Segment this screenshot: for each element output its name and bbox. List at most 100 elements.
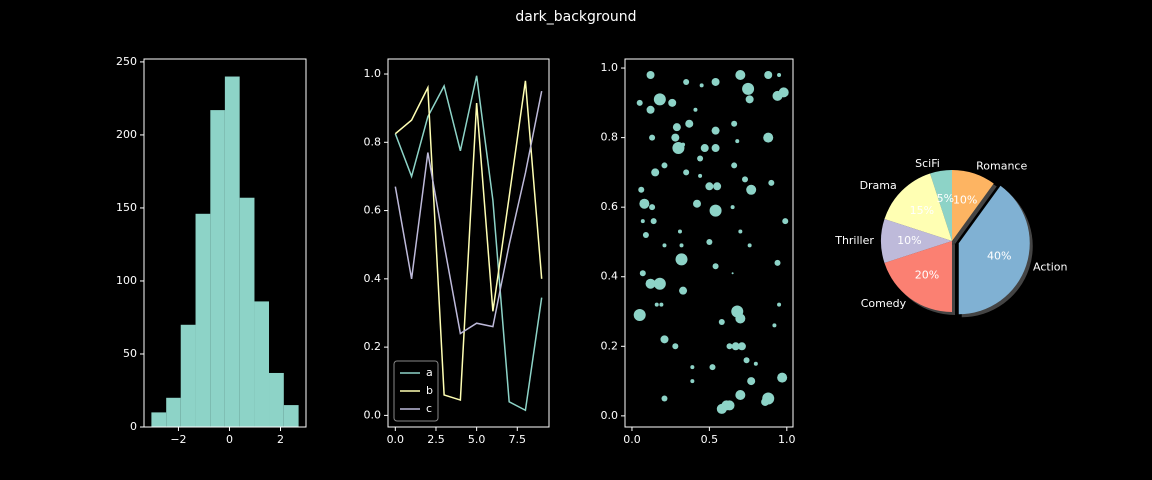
pie-pct-label: 10%	[953, 193, 977, 206]
scatter-point	[738, 229, 743, 234]
scatter-point	[690, 365, 695, 370]
x-tick-label: 0.5	[701, 433, 719, 446]
scatter-point	[642, 232, 649, 238]
scatter-point	[671, 133, 680, 142]
scatter-point	[640, 219, 645, 224]
pie-label: Action	[1033, 260, 1067, 273]
scatter-point	[782, 218, 789, 225]
pie-label: Comedy	[861, 297, 907, 310]
spines	[143, 58, 307, 428]
axes-frame: 0.0 2.5 5.0 7.5 0.0 0.2 0.4 0.6 0.8 1.0 abc	[364, 58, 550, 446]
scatter-point	[716, 403, 727, 414]
y-tick-label: 150	[116, 201, 137, 214]
plot-area	[633, 70, 789, 414]
line-series	[394, 75, 543, 412]
scatter-point	[661, 395, 668, 402]
scatter-point	[742, 176, 748, 183]
hist-bar	[210, 110, 225, 427]
spines	[387, 58, 550, 428]
scatter-point	[735, 390, 746, 400]
scatter-point	[705, 182, 714, 191]
figure-title: dark_background	[515, 9, 636, 25]
scatter-point	[672, 123, 681, 132]
pie-wedge	[930, 170, 952, 241]
scatter-point	[711, 144, 720, 153]
scatter-point	[735, 70, 746, 80]
legend-label: c	[426, 402, 432, 415]
scatter-point	[746, 184, 757, 195]
scatter-point	[683, 78, 690, 85]
scatter-point	[777, 302, 782, 307]
scatter-point	[636, 99, 643, 106]
scatter-point	[668, 98, 677, 107]
scatter-point	[649, 134, 656, 141]
scatter-point	[735, 139, 740, 144]
scatter-point	[690, 379, 695, 384]
x-tick-label: 0.0	[623, 433, 641, 446]
axes: 0.0 2.5 5.0 7.5 0.0 0.2 0.4 0.6 0.8 1.0 abc	[364, 58, 550, 446]
pie-pct-label: 40%	[987, 249, 1011, 262]
pie-pct-label: 15%	[910, 204, 934, 217]
line-series	[394, 90, 543, 335]
pie: SciFi 5% Drama 15% Thriller 10% Comedy 20% Actio…	[834, 157, 1068, 318]
scatter-point	[662, 243, 667, 248]
scatter-point	[747, 377, 756, 386]
y-tick-label: 0.8	[601, 131, 619, 144]
hist-bar	[254, 301, 270, 427]
hist-bar	[224, 76, 240, 428]
scatter-point	[660, 335, 669, 344]
pie-label: Thriller	[834, 234, 874, 247]
scatter-point	[731, 342, 740, 351]
y-tick-label: 50	[123, 347, 137, 360]
pie-pct-label: 10%	[897, 234, 921, 247]
legend-label: a	[426, 366, 433, 379]
scatter-point	[735, 313, 746, 324]
y-tick-label: 250	[116, 55, 137, 68]
x-tick-label: −2	[170, 433, 186, 446]
y-tick-label: 0.8	[364, 135, 382, 148]
pie-label: SciFi	[915, 157, 940, 170]
pie-wedge	[884, 173, 952, 241]
x-tick-label: 2.5	[427, 433, 445, 446]
pie-wedge	[884, 241, 952, 312]
x-tick-label: 0.0	[387, 433, 405, 446]
scatter-point	[713, 182, 722, 191]
scatter-point	[639, 270, 646, 277]
axes: −2 0 2 0 50 100 150 200 250	[116, 55, 307, 446]
scatter-point	[743, 357, 750, 364]
scatter-point	[742, 82, 755, 95]
scatter-point	[745, 95, 754, 104]
scatter-point	[768, 179, 775, 186]
axes-frame: 0.0 0.5 1.0 0.0 0.2 0.4 0.6 0.8 1.0	[601, 58, 796, 446]
y-tick-label: 0.4	[601, 270, 619, 283]
scatter-point	[633, 309, 646, 321]
x-tick-label: 1.0	[778, 433, 796, 446]
hist-bar	[283, 405, 299, 427]
line-series	[394, 80, 543, 402]
x-tick-label: 2	[277, 433, 284, 446]
scatter-point	[718, 318, 725, 325]
scatter-point	[679, 243, 684, 248]
legend: abc	[393, 360, 439, 422]
scatter-point	[761, 397, 770, 406]
hist-bar	[180, 324, 196, 427]
scatter-point	[679, 286, 688, 295]
plot-area	[151, 76, 299, 428]
scatter-point	[764, 71, 773, 79]
x-tick-label: 5.0	[468, 433, 486, 446]
y-tick-label: 200	[116, 128, 137, 141]
y-tick-label: 0.0	[601, 409, 619, 422]
scatter-point	[659, 302, 664, 307]
scatter-point	[654, 302, 659, 307]
hist-bar	[166, 397, 181, 427]
pie-label: Drama	[860, 179, 897, 192]
x-tick-label: 0	[226, 433, 233, 446]
scatter-point	[699, 83, 704, 88]
plot-area	[394, 75, 543, 412]
scatter-point	[709, 204, 722, 217]
scatter-point	[774, 259, 781, 266]
axes-frame: −2 0 2 0 50 100 150 200 250	[116, 55, 307, 446]
scatter-point	[693, 199, 701, 208]
